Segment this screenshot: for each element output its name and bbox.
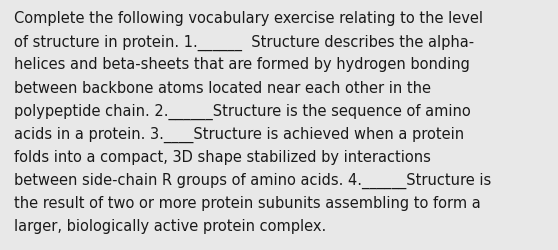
Text: the result of two or more protein subunits assembling to form a: the result of two or more protein subuni… — [14, 195, 480, 210]
Text: polypeptide chain. 2.______Structure is the sequence of amino: polypeptide chain. 2.______Structure is … — [14, 103, 471, 120]
Text: of structure in protein. 1.______  Structure describes the alpha-: of structure in protein. 1.______ Struct… — [14, 34, 474, 50]
Text: helices and beta-sheets that are formed by hydrogen bonding: helices and beta-sheets that are formed … — [14, 57, 470, 72]
Text: acids in a protein. 3.____Structure is achieved when a protein: acids in a protein. 3.____Structure is a… — [14, 126, 464, 142]
Text: Complete the following vocabulary exercise relating to the level: Complete the following vocabulary exerci… — [14, 11, 483, 26]
Text: larger, biologically active protein complex.: larger, biologically active protein comp… — [14, 218, 326, 233]
Text: folds into a compact, 3D shape stabilized by interactions: folds into a compact, 3D shape stabilize… — [14, 149, 431, 164]
Text: between backbone atoms located near each other in the: between backbone atoms located near each… — [14, 80, 431, 95]
Text: between side-chain R groups of amino acids. 4.______Structure is: between side-chain R groups of amino aci… — [14, 172, 491, 188]
